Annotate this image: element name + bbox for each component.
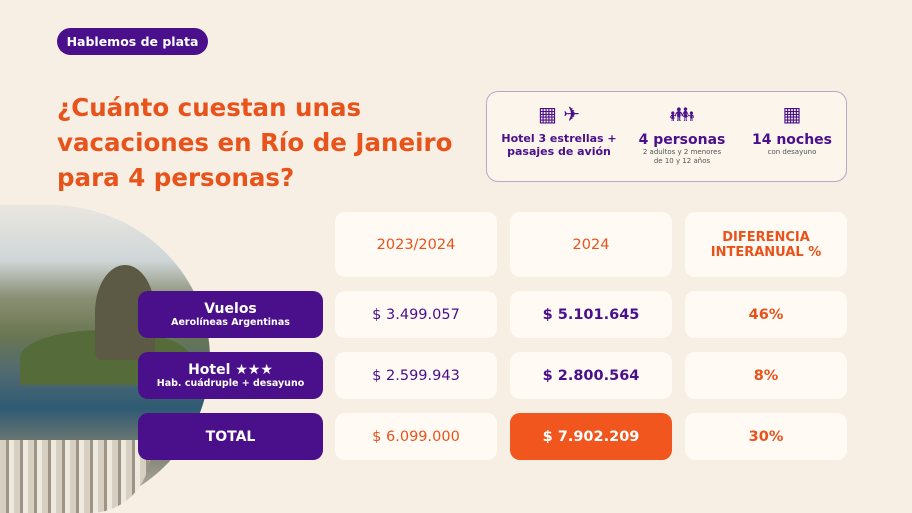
hotel-diff: 8% xyxy=(685,352,847,399)
header-diferencia: DIFERENCIA INTERANUAL % xyxy=(685,212,847,277)
family-icon: 👪︎ xyxy=(669,102,695,126)
calendar-icon: ▦ xyxy=(782,102,802,126)
header-2024: 2024 xyxy=(510,212,672,277)
vuelos-diff: 46% xyxy=(685,291,847,338)
vuelos-2023: $ 3.499.057 xyxy=(335,291,497,338)
info-nights: ▦ 14 noches con desayuno xyxy=(742,102,842,157)
total-2023: $ 6.099.000 xyxy=(335,413,497,460)
hotel-plane-icon: ▦ ✈ xyxy=(537,102,580,126)
hotel-2023: $ 2.599.943 xyxy=(335,352,497,399)
hotel-2024: $ 2.800.564 xyxy=(510,352,672,399)
row-label-vuelos: Vuelos Aerolíneas Argentinas xyxy=(138,291,323,338)
info-hotel-flight: ▦ ✈ Hotel 3 estrellas + pasajes de avión xyxy=(499,102,619,158)
row-label-total: TOTAL xyxy=(138,413,323,460)
header-2023-2024: 2023/2024 xyxy=(335,212,497,277)
trip-info-box: ▦ ✈ Hotel 3 estrellas + pasajes de avión… xyxy=(486,91,847,182)
total-2024: $ 7.902.209 xyxy=(510,413,672,460)
info-people: 👪︎ 4 personas 2 adultos y 2 menores de 1… xyxy=(632,102,732,166)
total-diff: 30% xyxy=(685,413,847,460)
row-label-hotel: Hotel ★★★ Hab. cuádruple + desayuno xyxy=(138,352,323,399)
vuelos-2024: $ 5.101.645 xyxy=(510,291,672,338)
page-title: ¿Cuánto cuestan unas vacaciones en Río d… xyxy=(57,93,453,192)
section-badge: Hablemos de plata xyxy=(57,28,208,55)
photo-city xyxy=(0,440,150,513)
